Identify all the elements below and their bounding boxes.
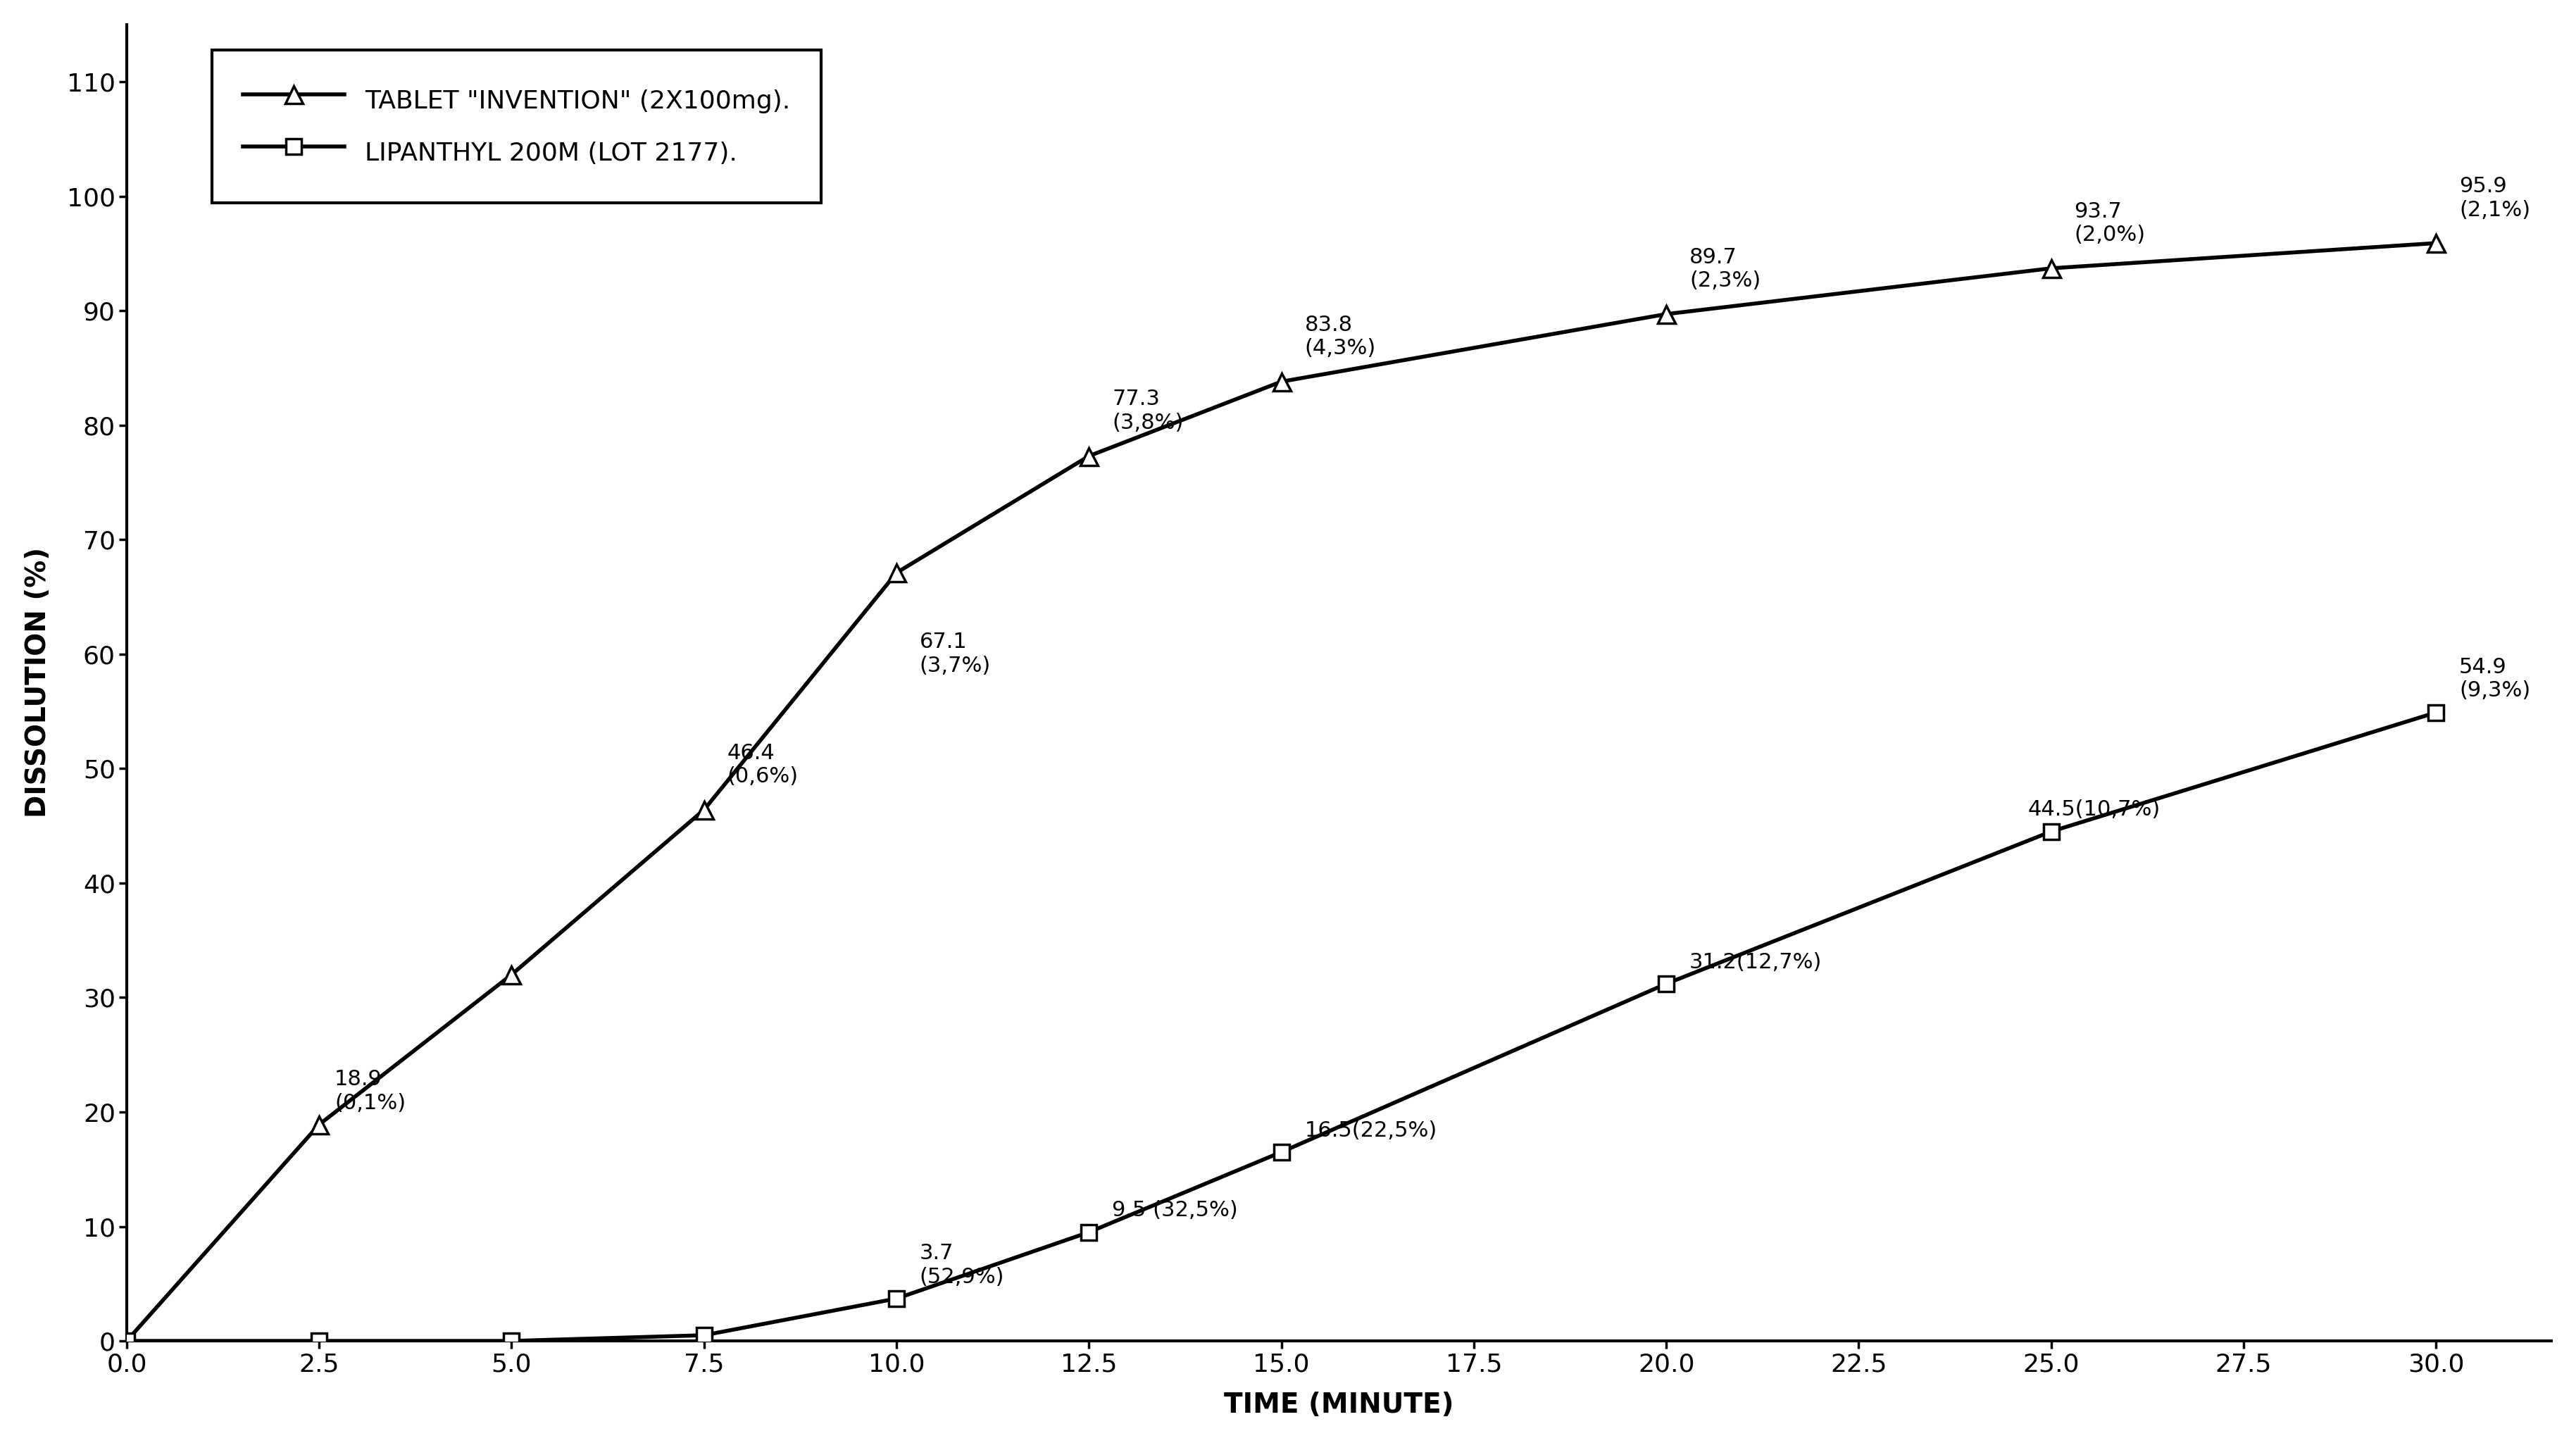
Legend: TABLET "INVENTION" (2X100mg)., LIPANTHYL 200M (LOT 2177).: TABLET "INVENTION" (2X100mg)., LIPANTHYL…	[211, 51, 822, 202]
Text: 77.3
(3,8%): 77.3 (3,8%)	[1113, 390, 1182, 433]
Text: 31.2(12,7%): 31.2(12,7%)	[1690, 952, 1821, 973]
Text: 9.5 (32,5%): 9.5 (32,5%)	[1113, 1201, 1239, 1221]
Y-axis label: DISSOLUTION (%): DISSOLUTION (%)	[23, 547, 52, 818]
Text: 95.9
(2,1%): 95.9 (2,1%)	[2460, 176, 2530, 221]
Text: 3.7
(52,9%): 3.7 (52,9%)	[920, 1242, 1005, 1287]
Text: 93.7
(2,0%): 93.7 (2,0%)	[2074, 202, 2146, 245]
Text: 46.4
(0,6%): 46.4 (0,6%)	[726, 743, 799, 786]
X-axis label: TIME (MINUTE): TIME (MINUTE)	[1224, 1392, 1453, 1418]
Text: 44.5(10,7%): 44.5(10,7%)	[2027, 799, 2161, 820]
Text: 18.9
(0,1%): 18.9 (0,1%)	[335, 1069, 407, 1113]
Text: 16.5(22,5%): 16.5(22,5%)	[1303, 1120, 1437, 1140]
Text: 83.8
(4,3%): 83.8 (4,3%)	[1303, 315, 1376, 359]
Text: 54.9
(9,3%): 54.9 (9,3%)	[2460, 657, 2530, 701]
Text: 67.1
(3,7%): 67.1 (3,7%)	[920, 632, 992, 675]
Text: 89.7
(2,3%): 89.7 (2,3%)	[1690, 247, 1759, 291]
